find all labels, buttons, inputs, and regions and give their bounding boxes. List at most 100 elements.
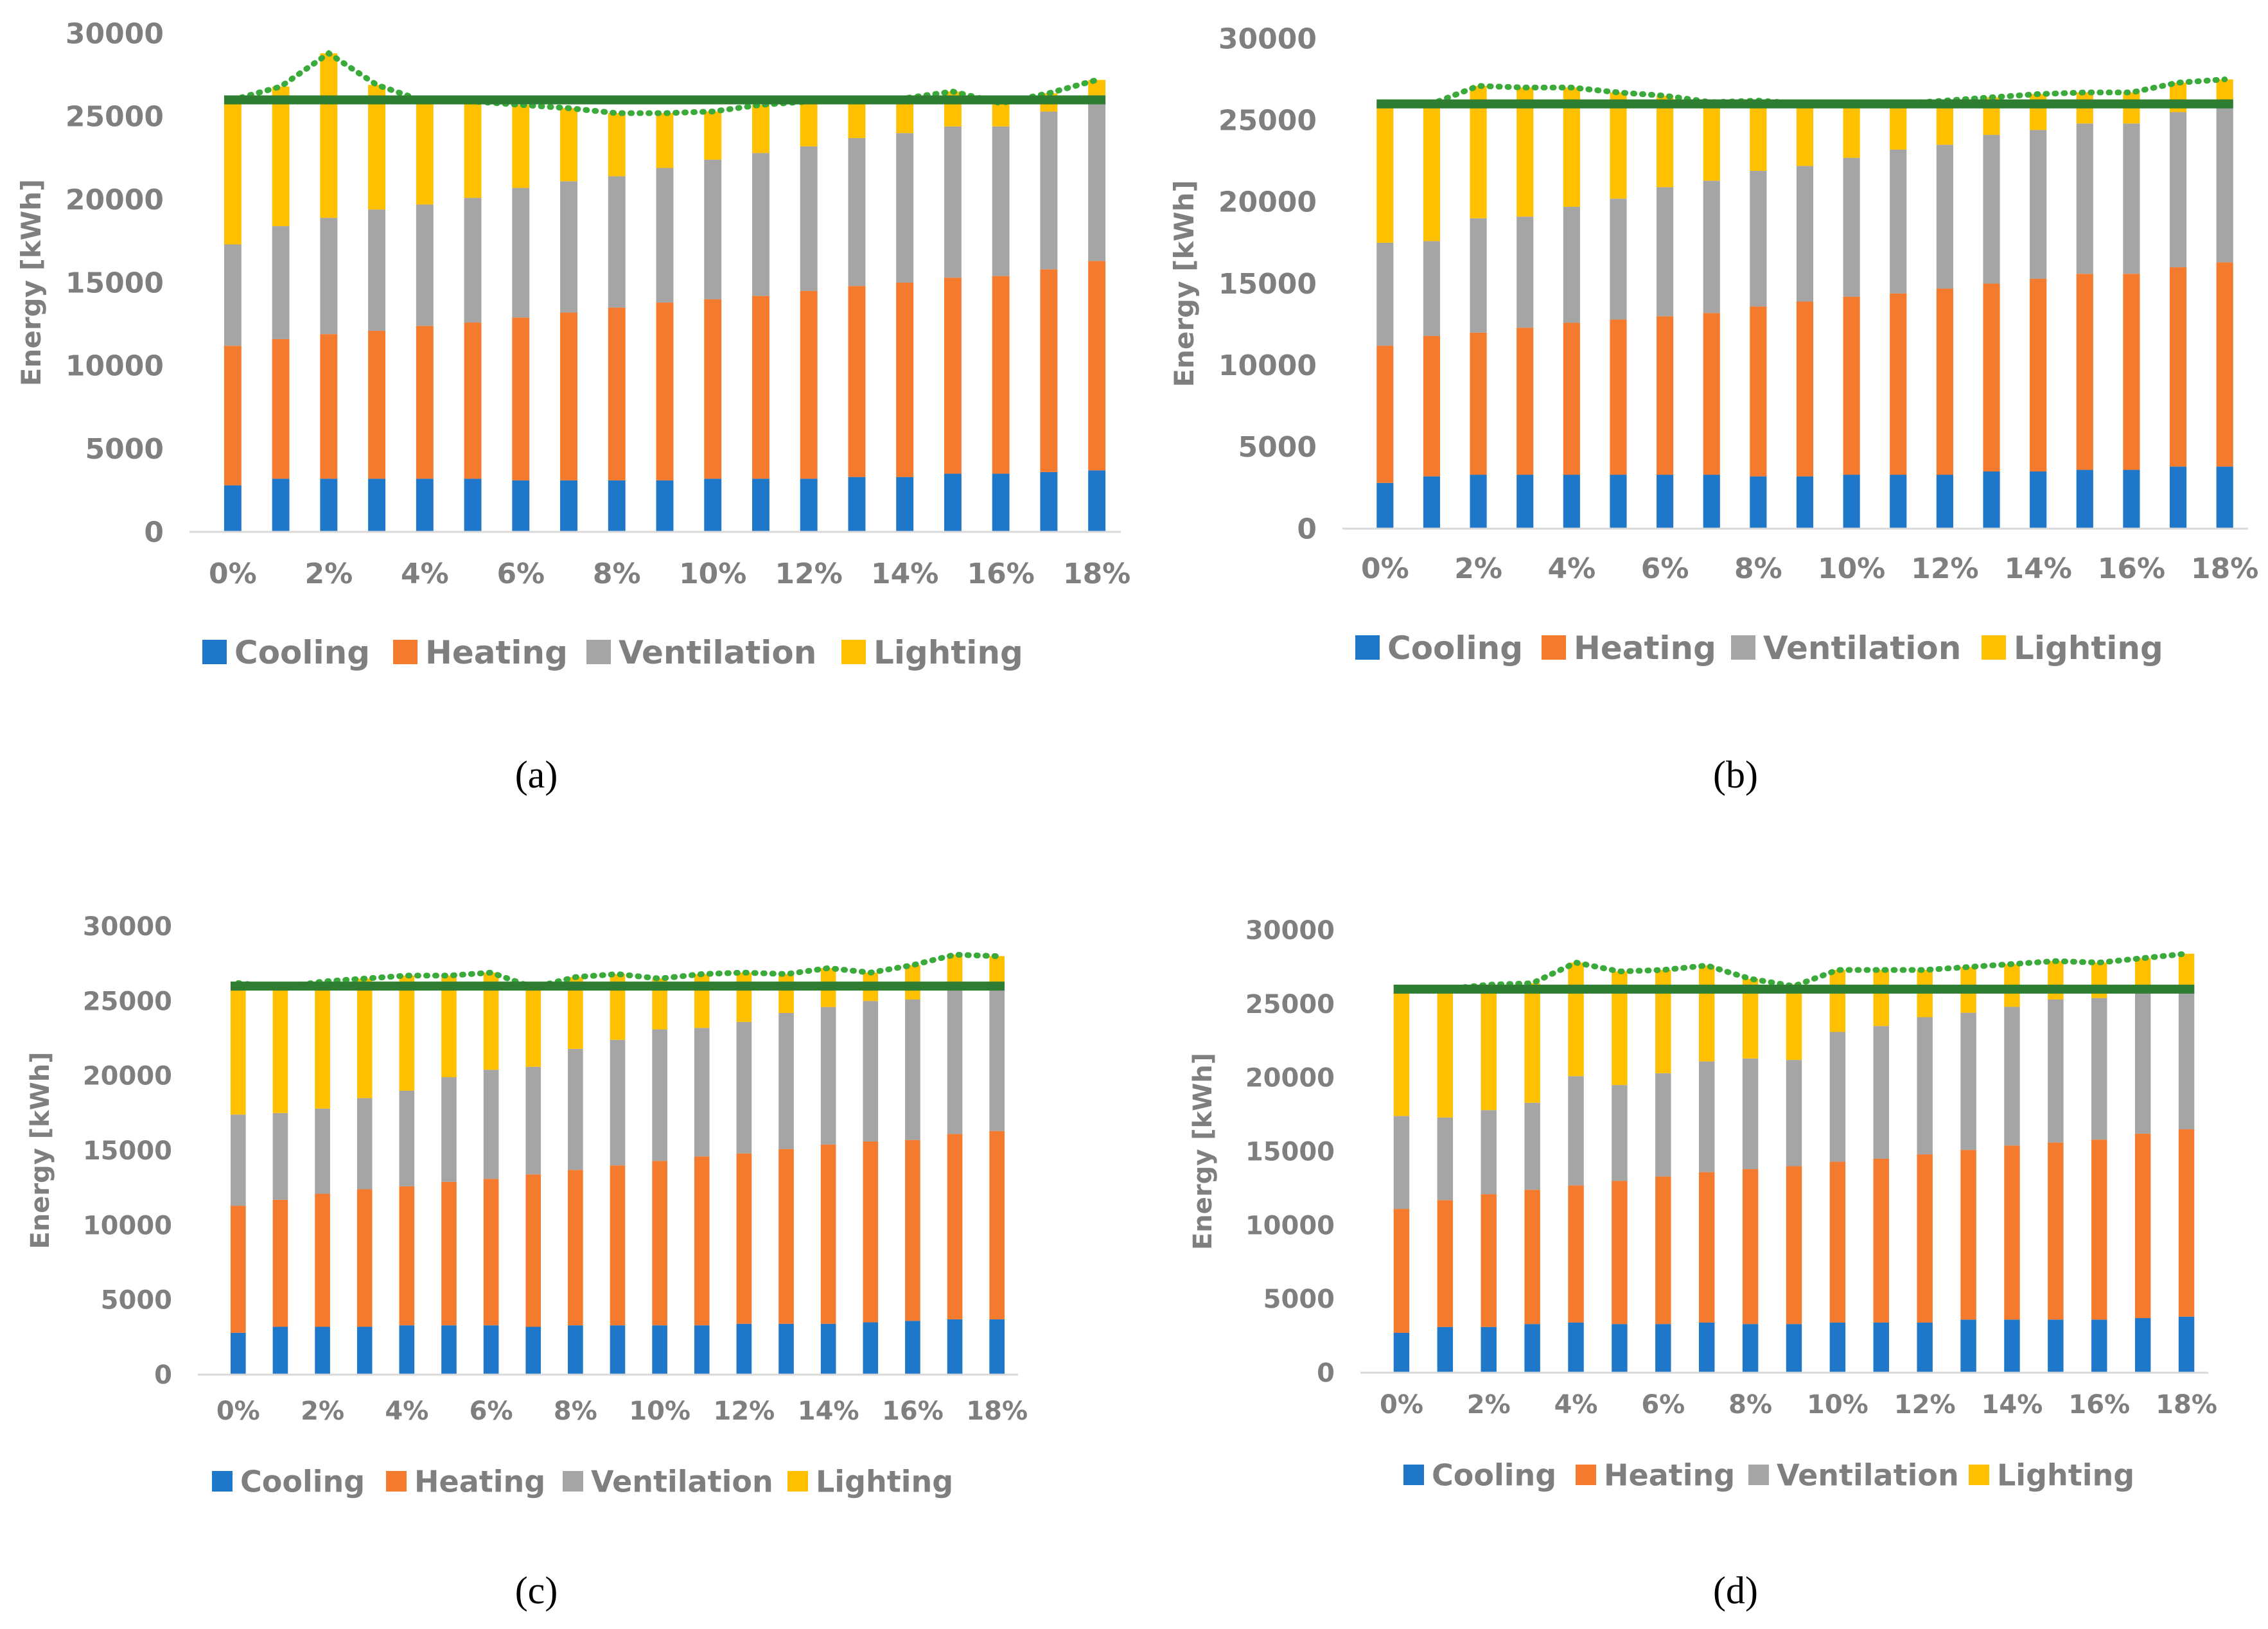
bar-cooling-0pct bbox=[231, 1332, 246, 1375]
bar-ventilation-9pct bbox=[1786, 1060, 1802, 1167]
bar-cooling-10pct bbox=[1829, 1322, 1846, 1373]
bar-ventilation-7pct bbox=[1698, 1061, 1715, 1172]
bar-cooling-14pct bbox=[896, 477, 914, 532]
y-axis-label: Energy [kWh] bbox=[26, 1052, 55, 1249]
bar-heating-8pct bbox=[608, 307, 626, 480]
x-tick-label: 8% bbox=[1734, 552, 1782, 585]
bar-ventilation-7pct bbox=[1703, 181, 1720, 313]
bar-ventilation-14pct bbox=[896, 133, 914, 283]
bar-heating-13pct bbox=[1960, 1150, 1976, 1320]
bar-cooling-13pct bbox=[778, 1323, 794, 1375]
bar-cooling-8pct bbox=[1742, 1324, 1759, 1373]
panel-label-a: (a) bbox=[514, 753, 558, 796]
bar-heating-6pct bbox=[483, 1179, 499, 1326]
x-tick-label: 4% bbox=[385, 1396, 428, 1426]
bar-lighting-13pct bbox=[778, 974, 794, 1013]
legend-swatch-ventilation bbox=[1731, 635, 1755, 660]
bar-lighting-10pct bbox=[704, 111, 722, 160]
bar-cooling-17pct bbox=[947, 1319, 963, 1375]
bar-ventilation-1pct bbox=[1423, 241, 1441, 336]
bar-cooling-9pct bbox=[1786, 1324, 1802, 1373]
bar-heating-2pct bbox=[315, 1193, 330, 1327]
bar-cooling-18pct bbox=[1088, 470, 1106, 532]
bar-cooling-6pct bbox=[1657, 475, 1674, 529]
x-tick-label: 4% bbox=[1554, 1390, 1598, 1420]
bar-ventilation-8pct bbox=[568, 1048, 583, 1170]
bar-ventilation-10pct bbox=[1829, 1032, 1846, 1162]
bar-cooling-7pct bbox=[1698, 1322, 1715, 1373]
bar-ventilation-14pct bbox=[2004, 1007, 2020, 1146]
bar-lighting-2pct bbox=[315, 982, 330, 1109]
bar-cooling-15pct bbox=[944, 473, 962, 532]
bar-cooling-15pct bbox=[2048, 1319, 2064, 1373]
bar-ventilation-18pct bbox=[1088, 100, 1106, 261]
bar-ventilation-11pct bbox=[1873, 1026, 1890, 1159]
y-tick-label: 20000 bbox=[1245, 1064, 1335, 1093]
bar-heating-5pct bbox=[441, 1181, 457, 1326]
bar-lighting-11pct bbox=[752, 105, 769, 154]
bar-cooling-12pct bbox=[1936, 475, 1953, 529]
bar-ventilation-6pct bbox=[512, 188, 530, 318]
chart-panel-c: 0 5000 10000 15000 20000 25000 30000 Energy [kW… bbox=[0, 874, 1134, 1516]
legend-swatch-lighting bbox=[1969, 1465, 1989, 1485]
bar-lighting-10pct bbox=[1829, 970, 1846, 1032]
bar-ventilation-10pct bbox=[1843, 157, 1860, 297]
bar-ventilation-12pct bbox=[800, 146, 818, 291]
bar-cooling-10pct bbox=[1843, 475, 1860, 529]
bar-ventilation-5pct bbox=[1610, 198, 1627, 320]
bar-heating-3pct bbox=[1516, 328, 1534, 475]
bar-ventilation-17pct bbox=[2169, 112, 2187, 268]
bar-heating-4pct bbox=[1568, 1185, 1584, 1323]
bar-lighting-8pct bbox=[608, 113, 626, 177]
bar-ventilation-3pct bbox=[356, 1098, 373, 1190]
bar-lighting-13pct bbox=[848, 101, 866, 138]
total-energy-dotted-line bbox=[229, 49, 1100, 116]
bar-heating-12pct bbox=[1917, 1154, 1933, 1323]
bar-cooling-9pct bbox=[656, 480, 674, 532]
x-tick-label: 12% bbox=[775, 558, 843, 590]
x-tick-label: 0% bbox=[209, 558, 257, 590]
bar-cooling-13pct bbox=[1960, 1319, 1976, 1373]
bar-heating-12pct bbox=[736, 1153, 752, 1324]
bar-heating-0pct bbox=[231, 1206, 246, 1333]
bar-heating-12pct bbox=[1936, 288, 1953, 475]
y-tick-label: 0 bbox=[1317, 1359, 1335, 1388]
legend-swatch-heating bbox=[1576, 1465, 1596, 1485]
bar-lighting-1pct bbox=[272, 987, 288, 1113]
bar-lighting-6pct bbox=[512, 105, 530, 188]
total-energy-dotted-line bbox=[1398, 951, 2190, 992]
x-tick-label: 18% bbox=[2156, 1390, 2217, 1420]
bar-lighting-1pct bbox=[1423, 103, 1441, 242]
bar-heating-15pct bbox=[2048, 1142, 2064, 1320]
legend-label-cooling: Cooling bbox=[234, 634, 370, 671]
bar-ventilation-9pct bbox=[1796, 166, 1814, 302]
bar-heating-12pct bbox=[800, 290, 818, 479]
x-tick-label: 2% bbox=[301, 1396, 344, 1426]
y-tick-label: 15000 bbox=[83, 1136, 172, 1166]
bar-heating-11pct bbox=[694, 1156, 710, 1326]
bar-ventilation-18pct bbox=[2178, 984, 2195, 1130]
bar-ventilation-2pct bbox=[320, 218, 338, 335]
x-tick-label: 10% bbox=[629, 1396, 690, 1426]
bar-cooling-5pct bbox=[441, 1325, 457, 1375]
bar-ventilation-12pct bbox=[1936, 145, 1953, 289]
bar-heating-4pct bbox=[399, 1186, 415, 1326]
bar-ventilation-8pct bbox=[608, 176, 626, 308]
bar-ventilation-7pct bbox=[560, 181, 577, 313]
total-energy-dotted-line bbox=[235, 951, 1000, 991]
bar-cooling-17pct bbox=[2169, 466, 2187, 529]
y-tick-label: 20000 bbox=[1218, 186, 1317, 219]
bar-lighting-6pct bbox=[483, 973, 499, 1070]
legend-label-heating: Heating bbox=[425, 634, 568, 671]
x-tick-label: 10% bbox=[1818, 552, 1885, 585]
legend-label-lighting: Lighting bbox=[816, 1465, 953, 1499]
bar-lighting-9pct bbox=[656, 113, 674, 168]
bar-cooling-13pct bbox=[848, 477, 866, 532]
x-tick-label: 10% bbox=[679, 558, 746, 590]
panel-label-d: (d) bbox=[1713, 1569, 1758, 1612]
bar-ventilation-12pct bbox=[736, 1021, 752, 1154]
legend-swatch-cooling bbox=[202, 640, 227, 664]
x-tick-label: 6% bbox=[470, 1396, 513, 1426]
y-tick-label: 15000 bbox=[1218, 268, 1317, 301]
